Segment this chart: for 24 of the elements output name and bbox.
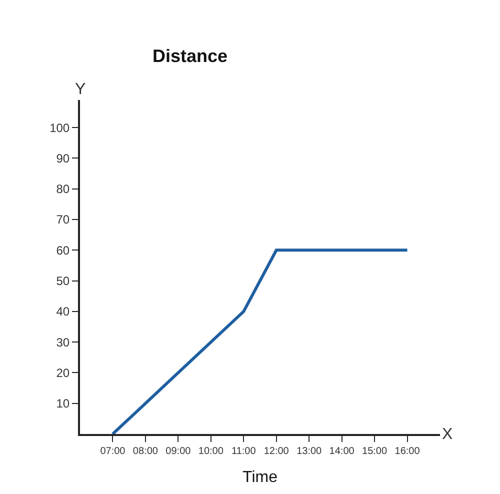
y-tick-label: 10 bbox=[56, 396, 70, 411]
y-tick-label: 50 bbox=[56, 274, 70, 288]
x-tick-label: 13:00 bbox=[296, 446, 322, 457]
y-tick-label: 80 bbox=[56, 182, 70, 196]
y-tick-label: 40 bbox=[56, 304, 70, 319]
text: Y bbox=[75, 81, 86, 98]
y-tick-label: 20 bbox=[56, 366, 70, 380]
y-tick-label: 70 bbox=[56, 212, 70, 227]
y-tick-label: 60 bbox=[56, 243, 70, 258]
chart-title: Distance bbox=[152, 46, 228, 66]
x-tick-label: 11:00 bbox=[231, 446, 256, 457]
x-tick-label: 15:00 bbox=[362, 446, 388, 457]
text: X bbox=[442, 426, 453, 443]
x-tick-label: 09:00 bbox=[166, 446, 192, 457]
x-tick-label: 14:00 bbox=[329, 446, 355, 457]
x-tick-label: 07:00 bbox=[100, 446, 126, 457]
x-tick-label: 10:00 bbox=[198, 446, 224, 457]
x-tick-label: 12:00 bbox=[264, 446, 290, 457]
x-tick-label: 16:00 bbox=[394, 446, 420, 457]
y-tick-label: 30 bbox=[56, 335, 70, 350]
y-tick-label: 90 bbox=[56, 151, 70, 166]
x-axis-title: Time bbox=[242, 469, 278, 486]
y-tick-label: 100 bbox=[50, 120, 70, 135]
x-tick-label: 08:00 bbox=[132, 446, 158, 457]
